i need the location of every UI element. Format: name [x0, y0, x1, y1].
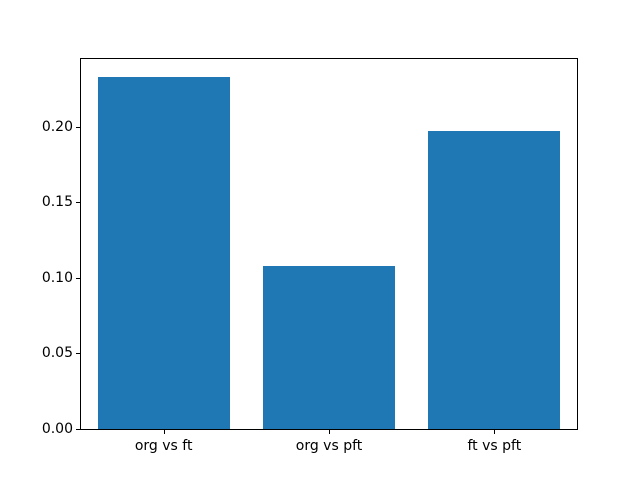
y-tick-label: 0.10: [41, 269, 73, 286]
y-tick-label: 0.20: [41, 118, 73, 135]
x-tick-mark: [329, 430, 330, 434]
y-tick-label: 0.00: [41, 421, 73, 437]
y-tick-mark: [76, 277, 80, 279]
y-tick-mark: [76, 202, 80, 204]
bar-org-vs-pft: [262, 265, 396, 429]
y-tick-mark: [76, 429, 80, 430]
x-tick-label: org vs ft: [134, 438, 193, 454]
bar-org-vs-ft: [97, 76, 230, 429]
x-tick-mark: [494, 430, 496, 434]
y-tick-mark: [76, 353, 80, 355]
y-tick-mark: [76, 126, 80, 128]
x-tick-label: ft vs pft: [467, 438, 522, 454]
y-tick-label: 0.15: [41, 194, 73, 211]
bar-ft-vs-pft: [428, 131, 561, 429]
y-tick-label: 0.05: [41, 345, 73, 362]
x-tick-mark: [163, 430, 165, 434]
x-tick-label: org vs pft: [295, 438, 363, 454]
plot-area: 0.00 0.05 0.10 0.15 0.20 org vs ft org vs pft…: [42, 58, 578, 454]
